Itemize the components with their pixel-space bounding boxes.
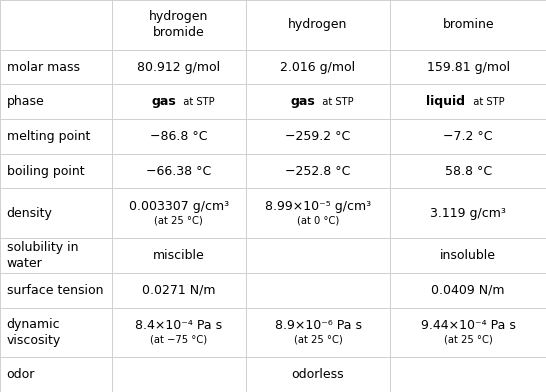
Bar — [390, 154, 546, 189]
Bar — [246, 154, 390, 189]
Text: boiling point: boiling point — [7, 165, 84, 178]
Bar — [0, 273, 112, 307]
Bar — [0, 119, 112, 154]
Bar — [246, 119, 390, 154]
Bar — [112, 273, 246, 307]
Text: (at 25 °C): (at 25 °C) — [155, 215, 203, 225]
Text: −7.2 °C: −7.2 °C — [443, 130, 493, 143]
Bar — [0, 50, 112, 85]
Text: liquid: liquid — [426, 95, 465, 108]
Bar — [390, 50, 546, 85]
Bar — [112, 50, 246, 85]
Bar — [390, 307, 546, 358]
Bar — [246, 358, 390, 392]
Text: surface tension: surface tension — [7, 284, 103, 297]
Bar — [246, 85, 390, 119]
Bar — [112, 0, 246, 50]
Text: at STP: at STP — [317, 97, 354, 107]
Text: odor: odor — [7, 368, 35, 381]
Text: −252.8 °C: −252.8 °C — [286, 165, 351, 178]
Text: phase: phase — [7, 95, 44, 108]
Bar — [112, 119, 246, 154]
Text: 58.8 °C: 58.8 °C — [444, 165, 492, 178]
Bar — [0, 85, 112, 119]
Bar — [390, 238, 546, 273]
Bar — [390, 358, 546, 392]
Bar — [246, 189, 390, 238]
Text: odorless: odorless — [292, 368, 345, 381]
Text: 8.4×10⁻⁴ Pa s: 8.4×10⁻⁴ Pa s — [135, 319, 222, 332]
Text: hydrogen
bromide: hydrogen bromide — [149, 11, 209, 40]
Text: molar mass: molar mass — [7, 61, 80, 74]
Text: (at −75 °C): (at −75 °C) — [150, 334, 207, 345]
Text: hydrogen: hydrogen — [288, 18, 348, 31]
Text: dynamic
viscosity: dynamic viscosity — [7, 318, 61, 347]
Bar — [390, 85, 546, 119]
Text: −66.38 °C: −66.38 °C — [146, 165, 211, 178]
Text: 159.81 g/mol: 159.81 g/mol — [426, 61, 510, 74]
Bar — [390, 0, 546, 50]
Bar — [112, 85, 246, 119]
Text: 80.912 g/mol: 80.912 g/mol — [137, 61, 221, 74]
Bar — [246, 238, 390, 273]
Text: solubility in
water: solubility in water — [7, 241, 78, 270]
Bar — [112, 238, 246, 273]
Text: (at 0 °C): (at 0 °C) — [297, 215, 339, 225]
Bar — [0, 0, 112, 50]
Text: at STP: at STP — [177, 97, 215, 107]
Bar — [246, 0, 390, 50]
Bar — [390, 273, 546, 307]
Text: 9.44×10⁻⁴ Pa s: 9.44×10⁻⁴ Pa s — [421, 319, 515, 332]
Text: 0.003307 g/cm³: 0.003307 g/cm³ — [129, 200, 229, 213]
Bar — [246, 50, 390, 85]
Text: bromine: bromine — [442, 18, 494, 31]
Bar — [0, 154, 112, 189]
Text: density: density — [7, 207, 52, 220]
Bar — [246, 307, 390, 358]
Bar — [112, 154, 246, 189]
Bar — [112, 189, 246, 238]
Text: (at 25 °C): (at 25 °C) — [444, 334, 492, 345]
Text: 8.9×10⁻⁶ Pa s: 8.9×10⁻⁶ Pa s — [275, 319, 361, 332]
Bar — [390, 189, 546, 238]
Text: insoluble: insoluble — [440, 249, 496, 262]
Bar — [112, 307, 246, 358]
Text: (at 25 °C): (at 25 °C) — [294, 334, 342, 345]
Bar — [0, 238, 112, 273]
Text: 2.016 g/mol: 2.016 g/mol — [281, 61, 355, 74]
Text: 8.99×10⁻⁵ g/cm³: 8.99×10⁻⁵ g/cm³ — [265, 200, 371, 213]
Bar — [390, 119, 546, 154]
Bar — [0, 358, 112, 392]
Bar — [0, 307, 112, 358]
Bar — [0, 189, 112, 238]
Text: gas: gas — [151, 95, 176, 108]
Text: gas: gas — [290, 95, 316, 108]
Text: melting point: melting point — [7, 130, 90, 143]
Text: at STP: at STP — [466, 97, 504, 107]
Bar — [112, 358, 246, 392]
Text: miscible: miscible — [153, 249, 205, 262]
Text: −86.8 °C: −86.8 °C — [150, 130, 207, 143]
Text: 3.119 g/cm³: 3.119 g/cm³ — [430, 207, 506, 220]
Text: −259.2 °C: −259.2 °C — [286, 130, 351, 143]
Text: 0.0271 N/m: 0.0271 N/m — [142, 284, 216, 297]
Bar — [246, 273, 390, 307]
Text: 0.0409 N/m: 0.0409 N/m — [431, 284, 505, 297]
